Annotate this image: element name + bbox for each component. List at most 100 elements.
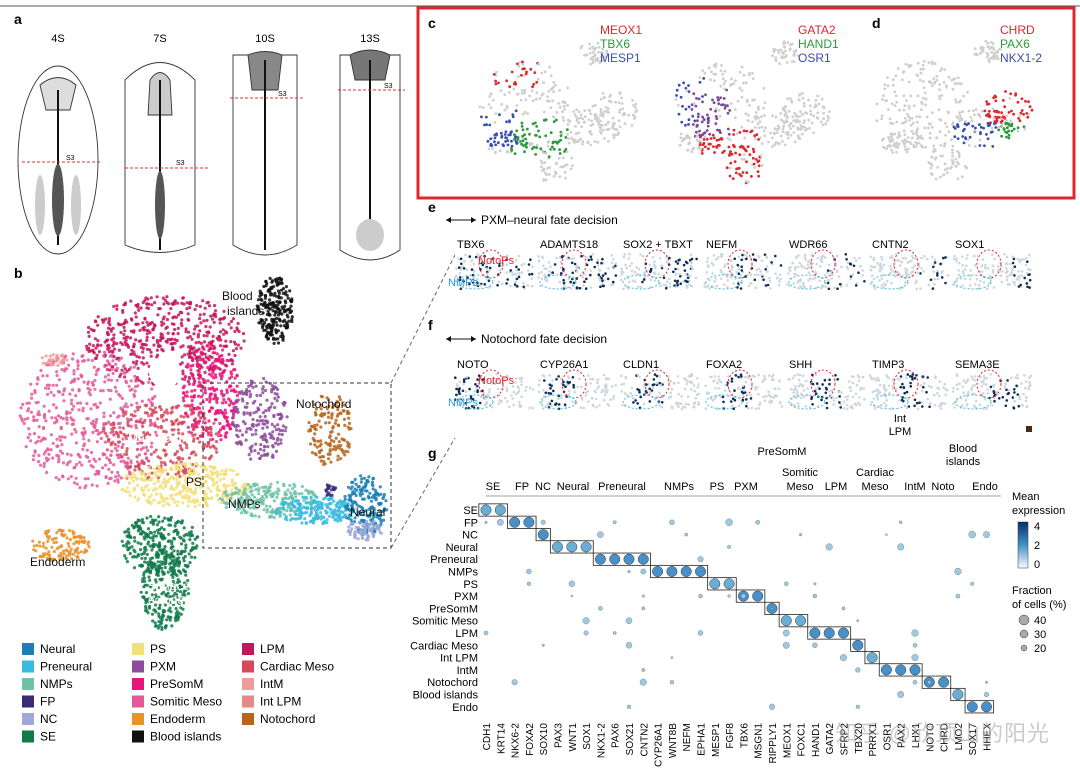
- umap-cell: [189, 530, 193, 534]
- umap-cell: [173, 338, 177, 342]
- umap-cell: [115, 307, 119, 311]
- umap-cell: [337, 446, 341, 450]
- umap-cell: [725, 88, 728, 92]
- umap-cell: [331, 406, 335, 410]
- umap-cell: [171, 594, 175, 598]
- umap-cell: [289, 509, 293, 513]
- umap-cell: [283, 304, 287, 308]
- umap-cell: [521, 112, 525, 116]
- umap-cell: [777, 51, 781, 55]
- umap-cell: [223, 415, 227, 419]
- umap-cell: [162, 429, 166, 433]
- umap-cell: [245, 388, 249, 392]
- umap-cell: [535, 143, 539, 147]
- umap-cell: [152, 467, 156, 471]
- umap-cell: [265, 510, 269, 514]
- umap-cell: [257, 492, 261, 496]
- umap-cell: [902, 121, 906, 124]
- umap-cell: [255, 506, 259, 510]
- umap-cell: [55, 531, 59, 535]
- umap-cell: [110, 470, 114, 474]
- umap-cell: [747, 113, 750, 117]
- umap-cell: [822, 111, 825, 115]
- umap-cell: [134, 385, 138, 389]
- legend-swatch: [242, 678, 254, 690]
- umap-cell: [222, 477, 226, 481]
- umap-cell: [251, 417, 255, 422]
- umap-cell: [326, 487, 330, 491]
- umap-cell: [73, 377, 77, 381]
- umap-cell: [524, 98, 528, 102]
- umap-cell: [687, 118, 691, 122]
- umap-cell: [192, 492, 196, 496]
- umap-cell: [245, 489, 249, 493]
- umap-cell: [68, 529, 72, 533]
- umap-cell: [144, 445, 149, 449]
- label-mesoderm: Mesoderm: [128, 431, 185, 445]
- umap-cell: [146, 542, 150, 546]
- umap-cell: [18, 414, 22, 418]
- umap-cell: [304, 521, 308, 525]
- umap-cell: [32, 544, 36, 548]
- umap-cell: [152, 597, 156, 601]
- umap-cell: [611, 116, 615, 120]
- umap-cell: [144, 548, 148, 552]
- umap-cell: [250, 500, 254, 504]
- umap-cell: [562, 104, 566, 108]
- umap-cell: [111, 371, 115, 375]
- umap-cell: [210, 317, 215, 321]
- umap-cell: [907, 104, 911, 108]
- umap-cell: [213, 346, 217, 350]
- umap-cell: [682, 81, 685, 85]
- umap-cell: [199, 395, 203, 399]
- umap-cell: [272, 301, 276, 305]
- umap-cell: [143, 556, 147, 561]
- umap-cell: [238, 429, 242, 433]
- umap-cell: [771, 145, 774, 149]
- umap-cell: [119, 406, 123, 410]
- umap-cell: [108, 414, 113, 418]
- umap-cell: [184, 486, 188, 490]
- umap-cell: [160, 570, 164, 574]
- umap-cell: [171, 461, 175, 465]
- umap-cell: [285, 509, 289, 513]
- umap-cell: [219, 358, 223, 362]
- umap-cell: [86, 477, 90, 481]
- legend-label: PS: [150, 642, 166, 656]
- umap-cell: [274, 449, 279, 453]
- umap-cell: [46, 447, 50, 451]
- umap-cell: [250, 433, 254, 437]
- umap-cell: [143, 418, 147, 422]
- umap-cell: [613, 122, 616, 126]
- umap-cell: [908, 140, 912, 144]
- umap-cell: [119, 476, 123, 480]
- umap-cell: [947, 111, 950, 115]
- umap-cell: [808, 104, 812, 108]
- umap-cell: [188, 302, 192, 306]
- umap-cell: [710, 70, 713, 74]
- umap-cell: [169, 484, 174, 488]
- umap-cell: [594, 58, 598, 61]
- umap-cell: [41, 545, 46, 549]
- umap-cell: [65, 421, 69, 425]
- umap-cell: [706, 117, 710, 121]
- umap-cell: [208, 325, 212, 329]
- umap-cell: [732, 82, 736, 85]
- umap-cell: [510, 130, 513, 134]
- umap-cell: [132, 536, 137, 540]
- umap-cell: [166, 517, 170, 521]
- umap-cell: [176, 531, 180, 535]
- umap-cell: [907, 116, 911, 119]
- umap-cell: [520, 121, 524, 125]
- umap-cell: [686, 135, 690, 138]
- umap-cell: [559, 165, 563, 169]
- umap-cell: [781, 119, 784, 123]
- umap-cell: [909, 124, 913, 127]
- umap-cell: [231, 317, 236, 321]
- umap-cell: [227, 484, 231, 488]
- umap-cell: [682, 137, 686, 141]
- umap-cell: [1010, 129, 1014, 133]
- umap-cell: [511, 113, 515, 117]
- umap-cell: [107, 350, 111, 354]
- umap-cell: [176, 549, 180, 553]
